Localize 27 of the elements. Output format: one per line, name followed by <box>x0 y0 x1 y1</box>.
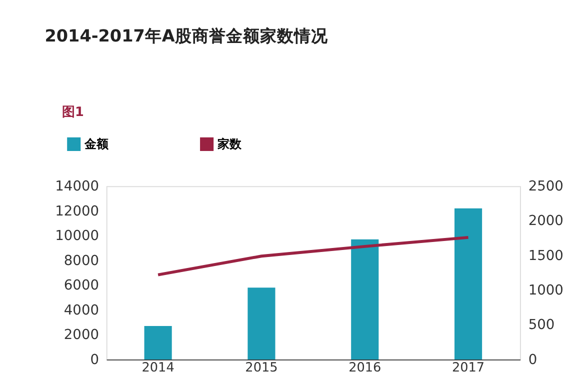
y-tick-label: 12000 <box>55 203 99 220</box>
chart-title: 2014-2017年A股商誉金额家数情况 <box>44 25 329 46</box>
y-tick-label: 10000 <box>55 228 99 244</box>
legend-label: 家数 <box>216 137 243 152</box>
y2-tick-label: 500 <box>528 317 555 334</box>
y-tick-label: 6000 <box>64 278 99 294</box>
line-series <box>156 236 470 276</box>
x-tick-label: 2016 <box>348 360 382 376</box>
x-tick-label: 2015 <box>245 360 278 376</box>
y2-tick-label: 1000 <box>528 282 564 299</box>
bar <box>144 326 172 360</box>
x-tick-label: 2017 <box>452 360 485 376</box>
caption: 图1 <box>62 105 84 120</box>
bar <box>454 208 482 360</box>
bar <box>351 239 379 360</box>
y2-tick-label: 2000 <box>528 213 564 230</box>
y-tick-label: 2000 <box>64 327 99 344</box>
y2-tick-label: 0 <box>528 352 538 368</box>
y-tick-label: 4000 <box>64 302 99 318</box>
y-tick-label: 0 <box>90 352 99 368</box>
x-tick-label: 2014 <box>142 360 174 376</box>
y2-tick-label: 2500 <box>528 178 564 195</box>
y-tick-label: 8000 <box>64 252 99 269</box>
bar <box>248 288 276 360</box>
y2-tick-label: 1500 <box>528 248 564 264</box>
y-tick-label: 14000 <box>55 178 99 195</box>
legend-label: 金额 <box>84 137 110 152</box>
